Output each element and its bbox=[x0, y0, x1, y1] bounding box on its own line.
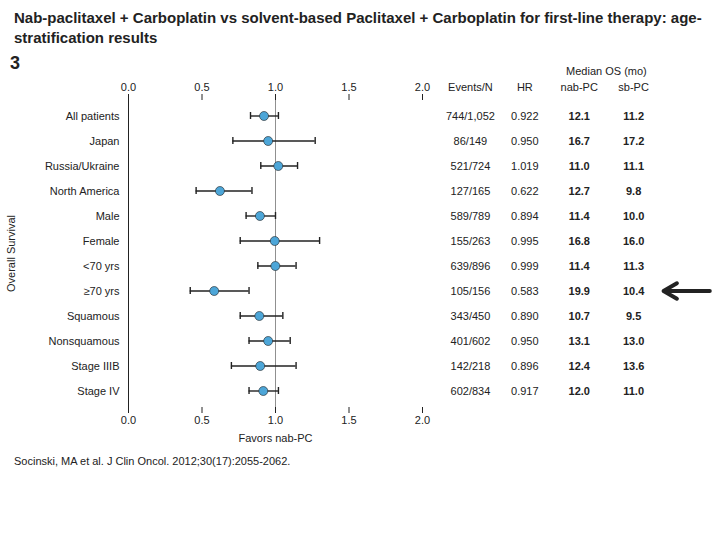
svg-text:Female: Female bbox=[83, 235, 120, 247]
svg-text:Stage IV: Stage IV bbox=[77, 385, 120, 397]
svg-text:12.0: 12.0 bbox=[569, 385, 590, 397]
svg-text:16.8: 16.8 bbox=[569, 235, 590, 247]
svg-text:0.950: 0.950 bbox=[511, 135, 539, 147]
svg-text:13.6: 13.6 bbox=[623, 360, 644, 372]
svg-text:0.622: 0.622 bbox=[511, 185, 539, 197]
svg-text:1.5: 1.5 bbox=[341, 414, 356, 426]
svg-text:HR: HR bbox=[517, 81, 533, 93]
svg-text:0.896: 0.896 bbox=[511, 360, 539, 372]
svg-text:Russia/Ukraine: Russia/Ukraine bbox=[45, 160, 120, 172]
svg-text:11.4: 11.4 bbox=[569, 210, 591, 222]
svg-text:Squamous: Squamous bbox=[67, 310, 120, 322]
svg-text:10.4: 10.4 bbox=[623, 285, 645, 297]
svg-text:19.9: 19.9 bbox=[569, 285, 590, 297]
svg-text:sb-PC: sb-PC bbox=[618, 81, 649, 93]
svg-text:0.999: 0.999 bbox=[511, 260, 539, 272]
svg-text:9.5: 9.5 bbox=[626, 310, 641, 322]
svg-text:Nonsquamous: Nonsquamous bbox=[49, 335, 120, 347]
svg-text:11.1: 11.1 bbox=[623, 160, 644, 172]
svg-text:16.0: 16.0 bbox=[623, 235, 644, 247]
svg-text:0.0: 0.0 bbox=[121, 81, 136, 93]
svg-text:142/218: 142/218 bbox=[451, 360, 491, 372]
svg-text:Stage IIIB: Stage IIIB bbox=[71, 360, 119, 372]
svg-text:10.7: 10.7 bbox=[569, 310, 590, 322]
svg-text:0.583: 0.583 bbox=[511, 285, 539, 297]
svg-text:All patients: All patients bbox=[66, 110, 120, 122]
svg-text:9.8: 9.8 bbox=[626, 185, 641, 197]
svg-text:11.0: 11.0 bbox=[623, 385, 644, 397]
svg-text:0.995: 0.995 bbox=[511, 235, 539, 247]
svg-text:12.1: 12.1 bbox=[569, 110, 590, 122]
svg-text:2.0: 2.0 bbox=[415, 81, 430, 93]
svg-text:744/1,052: 744/1,052 bbox=[446, 110, 495, 122]
svg-text:2.0: 2.0 bbox=[415, 414, 430, 426]
svg-text:639/896: 639/896 bbox=[451, 260, 491, 272]
svg-text:12.4: 12.4 bbox=[569, 360, 591, 372]
svg-text:0.950: 0.950 bbox=[511, 335, 539, 347]
svg-text:≥70 yrs: ≥70 yrs bbox=[84, 285, 120, 297]
svg-text:1.0: 1.0 bbox=[268, 414, 283, 426]
svg-text:12.7: 12.7 bbox=[569, 185, 590, 197]
svg-text:105/156: 105/156 bbox=[451, 285, 491, 297]
svg-text:589/789: 589/789 bbox=[451, 210, 491, 222]
svg-text:1.019: 1.019 bbox=[511, 160, 539, 172]
svg-text:0.0: 0.0 bbox=[121, 414, 136, 426]
svg-text:602/834: 602/834 bbox=[451, 385, 491, 397]
svg-text:Favors nab-PC: Favors nab-PC bbox=[239, 432, 313, 444]
svg-text:11.2: 11.2 bbox=[623, 110, 644, 122]
svg-text:16.7: 16.7 bbox=[569, 135, 590, 147]
svg-text:10.0: 10.0 bbox=[623, 210, 644, 222]
svg-text:0.917: 0.917 bbox=[511, 385, 539, 397]
svg-text:0.5: 0.5 bbox=[194, 81, 209, 93]
html-text:3: 3 bbox=[10, 53, 20, 73]
svg-text:155/263: 155/263 bbox=[451, 235, 491, 247]
svg-text:<70 yrs: <70 yrs bbox=[83, 260, 120, 272]
svg-text:1.5: 1.5 bbox=[341, 81, 356, 93]
svg-text:127/165: 127/165 bbox=[451, 185, 491, 197]
svg-text:North America: North America bbox=[50, 185, 121, 197]
svg-text:nab-PC: nab-PC bbox=[561, 81, 598, 93]
svg-text:Median OS (mo): Median OS (mo) bbox=[566, 65, 647, 77]
svg-text:0.890: 0.890 bbox=[511, 310, 539, 322]
svg-text:11.3: 11.3 bbox=[623, 260, 644, 272]
svg-text:1.0: 1.0 bbox=[268, 81, 283, 93]
svg-text:17.2: 17.2 bbox=[623, 135, 644, 147]
svg-text:0.894: 0.894 bbox=[511, 210, 539, 222]
svg-text:0.922: 0.922 bbox=[511, 110, 539, 122]
svg-text:11.0: 11.0 bbox=[569, 160, 590, 172]
svg-text:521/724: 521/724 bbox=[451, 160, 491, 172]
svg-text:13.1: 13.1 bbox=[569, 335, 590, 347]
svg-text:343/450: 343/450 bbox=[451, 310, 491, 322]
html-text:Nab-paclitaxel + Carboplatin v: Nab-paclitaxel + Carboplatin vs solvent-… bbox=[14, 9, 702, 46]
svg-text:Japan: Japan bbox=[90, 135, 120, 147]
svg-text:0.5: 0.5 bbox=[194, 414, 209, 426]
svg-text:401/602: 401/602 bbox=[451, 335, 491, 347]
svg-text:13.0: 13.0 bbox=[623, 335, 644, 347]
svg-text:Overall Survival: Overall Survival bbox=[5, 215, 17, 292]
svg-text:Events/N: Events/N bbox=[448, 81, 493, 93]
svg-text:86/149: 86/149 bbox=[454, 135, 488, 147]
html-text:Socinski, MA et al. J Clin Onc: Socinski, MA et al. J Clin Oncol. 2012;3… bbox=[14, 455, 291, 467]
svg-text:Male: Male bbox=[96, 210, 120, 222]
svg-text:11.4: 11.4 bbox=[569, 260, 591, 272]
